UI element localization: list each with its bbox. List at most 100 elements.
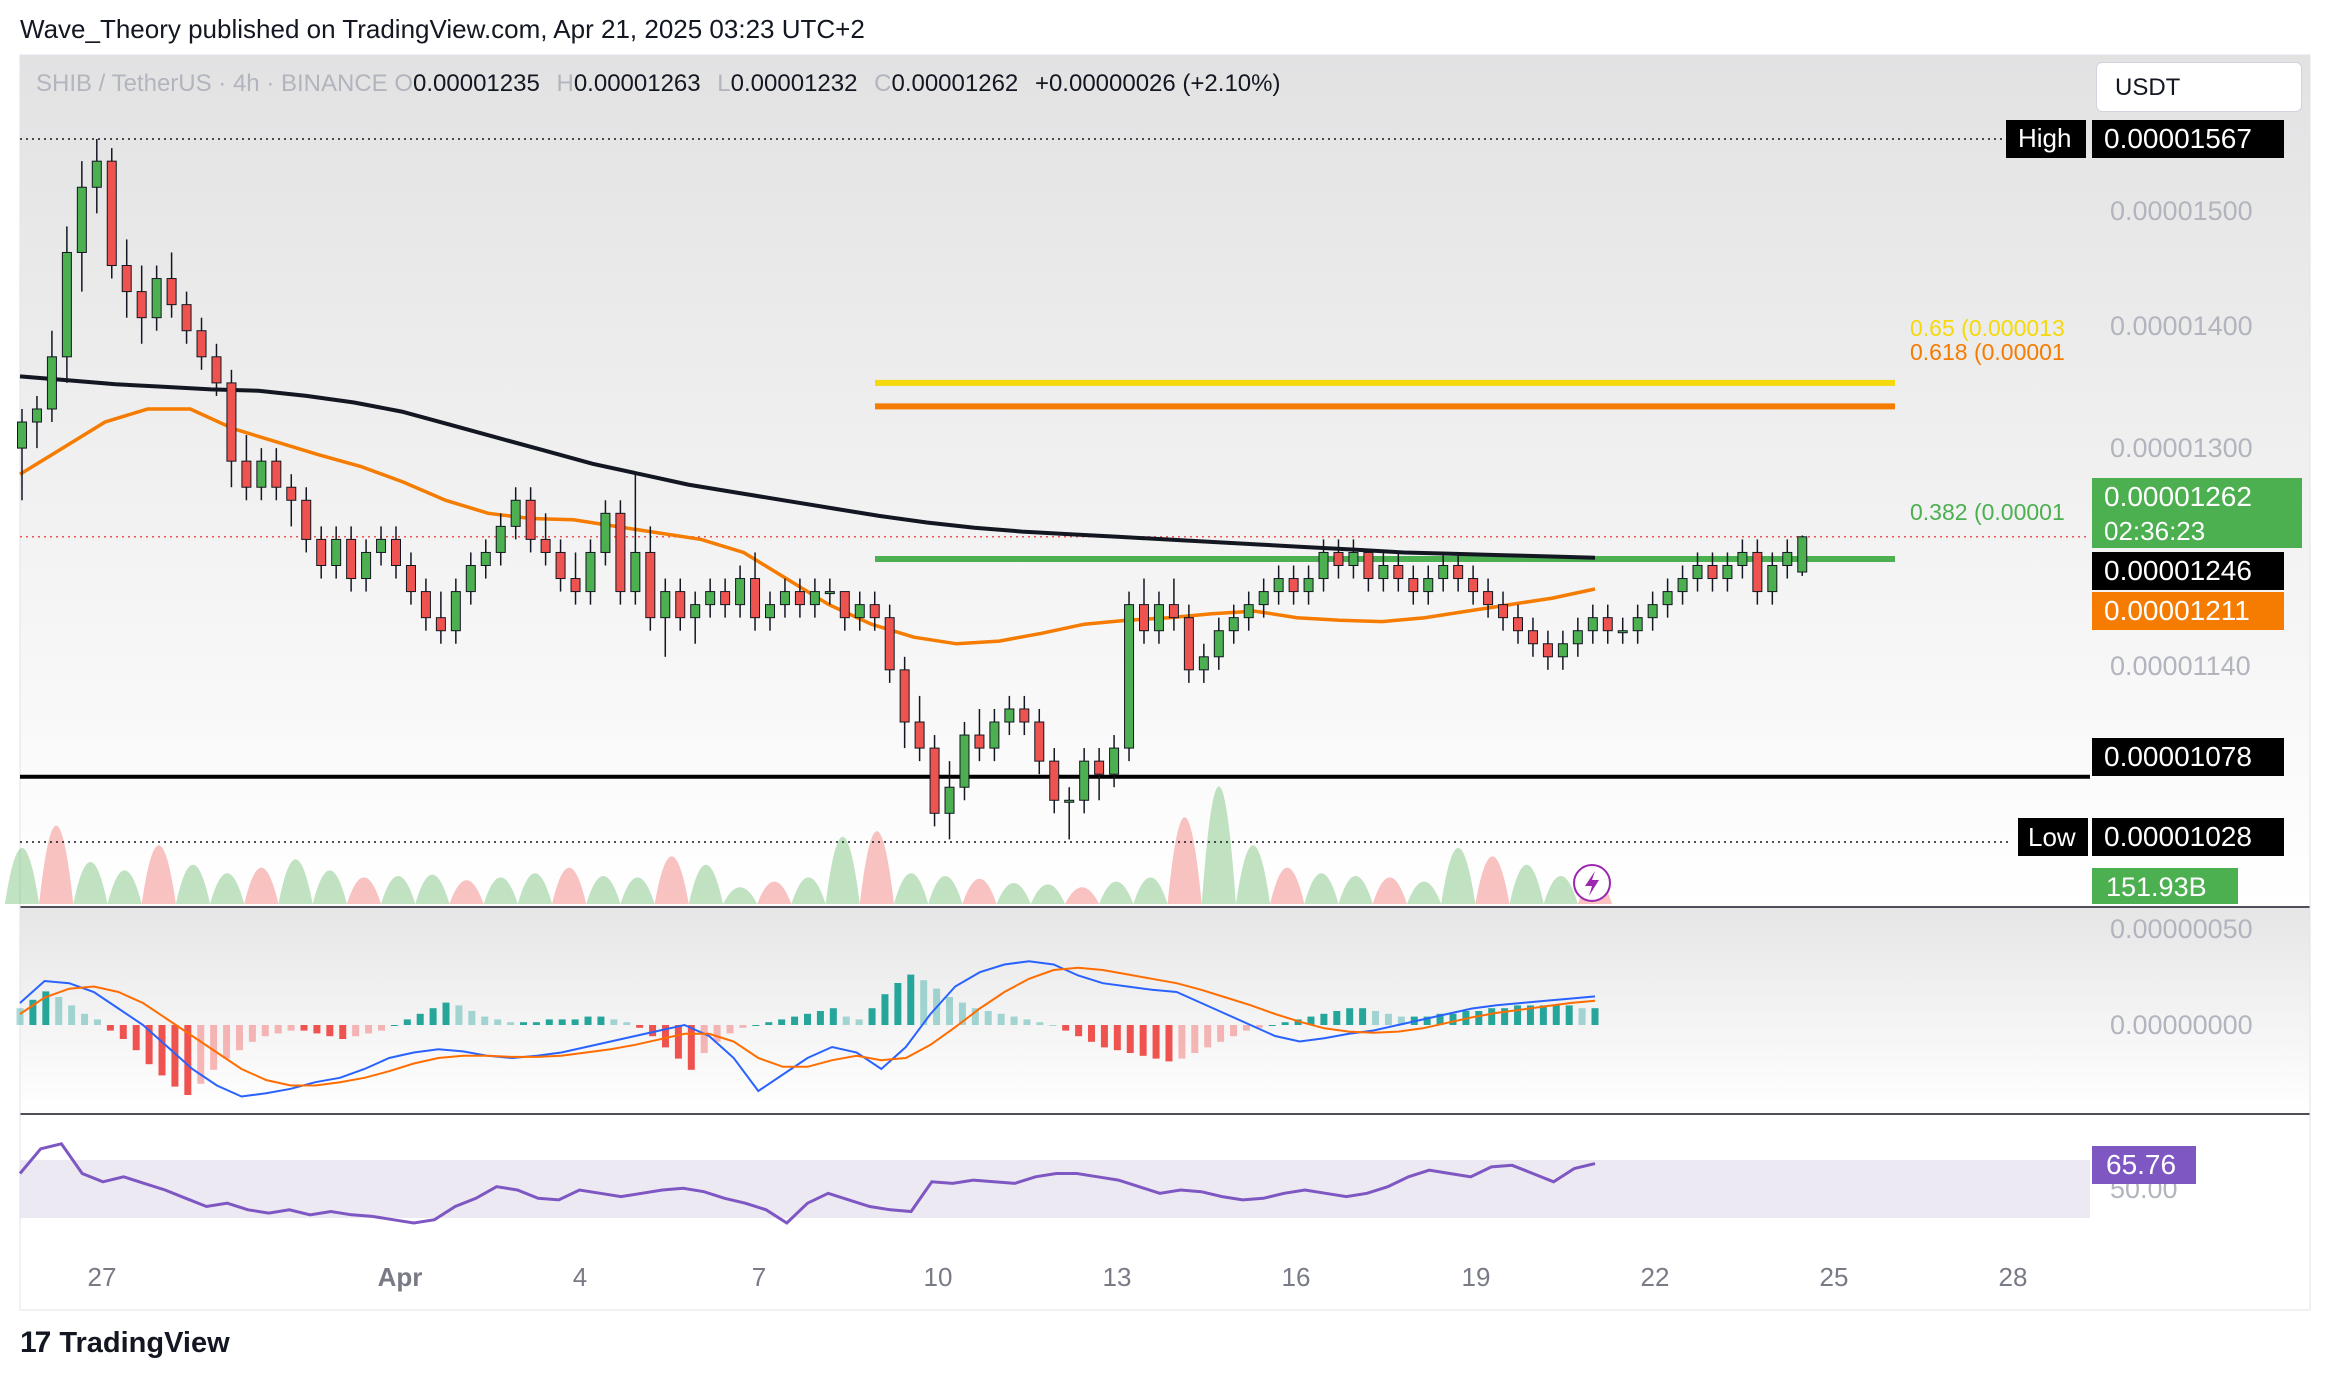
candle[interactable] — [929, 735, 940, 827]
candle[interactable] — [974, 708, 985, 762]
candle[interactable] — [241, 435, 252, 501]
candle[interactable] — [1483, 578, 1494, 618]
candle[interactable] — [181, 291, 192, 344]
candle[interactable] — [1198, 643, 1209, 683]
candle[interactable] — [1019, 695, 1030, 736]
candle[interactable] — [1587, 604, 1598, 644]
candle[interactable] — [1273, 565, 1284, 605]
candle[interactable] — [91, 139, 102, 214]
candle[interactable] — [1153, 591, 1164, 644]
candle[interactable] — [615, 500, 626, 605]
candle[interactable] — [1453, 552, 1464, 592]
candle[interactable] — [1243, 591, 1254, 631]
candle[interactable] — [256, 448, 267, 501]
candle[interactable] — [151, 265, 162, 331]
candle[interactable] — [480, 539, 491, 579]
candle[interactable] — [1303, 565, 1314, 605]
candle[interactable] — [1602, 604, 1613, 644]
candle[interactable] — [1527, 617, 1538, 657]
candle[interactable] — [899, 656, 910, 749]
candle[interactable] — [1722, 552, 1733, 592]
candle[interactable] — [1228, 604, 1239, 644]
candle[interactable] — [1318, 539, 1329, 592]
candle[interactable] — [1213, 617, 1224, 670]
candle[interactable] — [286, 474, 297, 527]
candle[interactable] — [106, 148, 117, 279]
candle[interactable] — [391, 526, 401, 579]
candle[interactable] — [1737, 539, 1748, 579]
candle[interactable] — [1677, 565, 1688, 605]
candle[interactable] — [1542, 630, 1553, 670]
candle[interactable] — [76, 161, 87, 292]
candle[interactable] — [705, 578, 716, 618]
candle[interactable] — [510, 487, 521, 540]
candle[interactable] — [585, 539, 596, 605]
candle[interactable] — [570, 552, 581, 605]
currency-selector[interactable]: USDT — [2096, 62, 2302, 112]
candle[interactable] — [765, 591, 775, 631]
candle[interactable] — [884, 604, 895, 683]
candle[interactable] — [1752, 539, 1763, 605]
candle[interactable] — [1797, 535, 1808, 576]
ma50-line[interactable] — [19, 407, 1596, 646]
candle[interactable] — [17, 408, 27, 501]
candle[interactable] — [1707, 552, 1718, 592]
candle[interactable] — [226, 369, 237, 488]
candle[interactable] — [1258, 578, 1269, 618]
candle[interactable] — [1438, 552, 1449, 592]
candle[interactable] — [346, 526, 357, 592]
candle[interactable] — [1004, 695, 1015, 736]
candle[interactable] — [1557, 630, 1568, 670]
tradingview-logo[interactable]: 17 TradingView — [20, 1326, 230, 1360]
candle[interactable] — [361, 539, 372, 592]
candle[interactable] — [989, 708, 1000, 762]
candle[interactable] — [121, 239, 132, 318]
candle[interactable] — [1662, 578, 1673, 618]
candle[interactable] — [1109, 735, 1120, 788]
candle[interactable] — [1767, 552, 1778, 605]
candle[interactable] — [735, 565, 746, 618]
candle[interactable] — [525, 487, 536, 553]
candle[interactable] — [690, 591, 701, 644]
candle[interactable] — [1139, 578, 1149, 644]
candle[interactable] — [435, 591, 446, 644]
candle[interactable] — [136, 265, 147, 344]
candle[interactable] — [555, 539, 566, 592]
candle[interactable] — [600, 500, 611, 566]
candle[interactable] — [839, 591, 850, 631]
candle[interactable] — [630, 474, 641, 605]
candle[interactable] — [750, 552, 761, 631]
rsi-line[interactable] — [18, 1142, 1596, 1225]
candle[interactable] — [1183, 604, 1194, 683]
candle[interactable] — [1124, 591, 1135, 762]
candle[interactable] — [196, 317, 207, 370]
candle[interactable] — [1782, 539, 1793, 579]
candle[interactable] — [645, 526, 656, 631]
candle[interactable] — [376, 526, 387, 566]
candle[interactable] — [1617, 617, 1628, 644]
candle[interactable] — [869, 591, 880, 631]
candle[interactable] — [316, 526, 327, 579]
candle[interactable] — [1513, 604, 1523, 644]
candle[interactable] — [1288, 565, 1299, 605]
candle[interactable] — [166, 252, 177, 318]
candle[interactable] — [1468, 565, 1479, 605]
signal-line[interactable] — [19, 966, 1596, 1087]
symbol-label[interactable]: SHIB / TetherUS · 4h · BINANCE — [36, 70, 388, 97]
candle[interactable] — [1393, 552, 1404, 592]
candle[interactable] — [1034, 708, 1045, 775]
candle[interactable] — [1333, 539, 1344, 579]
candle[interactable] — [450, 578, 461, 644]
candle[interactable] — [1064, 787, 1075, 840]
macd-line[interactable] — [19, 960, 1596, 1098]
candle[interactable] — [1632, 604, 1643, 644]
candle[interactable] — [1168, 578, 1179, 631]
candle[interactable] — [540, 513, 551, 566]
candle[interactable] — [720, 578, 731, 618]
candle[interactable] — [46, 330, 57, 423]
candle[interactable] — [1049, 748, 1060, 814]
candle[interactable] — [660, 578, 671, 657]
candle[interactable] — [301, 487, 312, 553]
candle[interactable] — [1408, 565, 1419, 605]
